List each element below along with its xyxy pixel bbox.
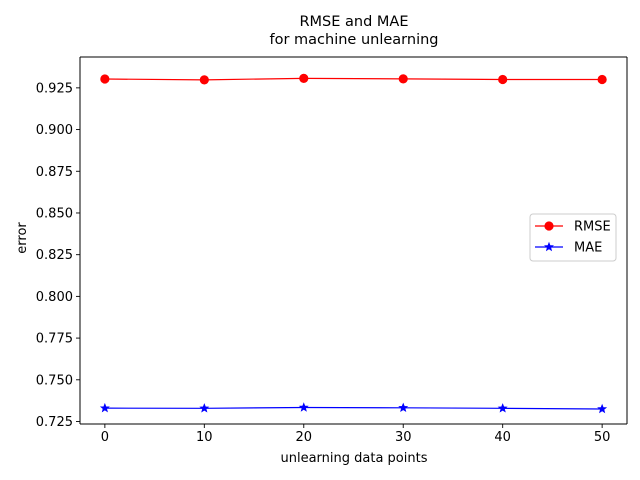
data-point-rmse [100,74,110,84]
series-rmse [100,73,607,85]
plot-area: 0 10 20 30 40 50 0.725 0.750 0.775 0.800 0.825 0.85… [36,56,628,445]
data-point-rmse [199,75,209,85]
legend: RMSE MAE [529,213,617,262]
x-axis-label: unlearning data points [281,451,428,466]
data-point-mae [597,403,608,414]
y-tick-label: 0.850 [36,206,73,221]
data-point-mae [497,403,508,413]
y-tick-label: 0.725 [36,415,73,430]
legend-label-mae: MAE [574,241,602,256]
series-mae [99,402,608,414]
data-point-mae [199,403,210,413]
chart-title: RMSE and MAE [299,14,408,30]
y-tick-label: 0.925 [36,81,73,96]
legend-label-rmse: RMSE [574,220,611,235]
y-axis-label: error [15,222,30,254]
data-point-rmse [299,73,309,83]
x-tick-label: 10 [196,430,213,445]
y-tick-label: 0.800 [36,290,73,305]
data-point-mae [99,402,110,413]
x-tick-label: 30 [395,430,412,445]
series-line-mae [104,406,603,410]
legend-marker-rmse [544,221,554,231]
y-tick-label: 0.775 [36,332,73,347]
x-tick-label: 50 [594,430,611,445]
chart-subtitle: for machine unlearning [269,32,438,48]
y-tick-label: 0.900 [36,123,73,138]
legend-item-mae: MAE [535,241,602,256]
y-tick-label: 0.750 [36,373,73,388]
data-point-rmse [498,74,508,85]
x-tick-label: 40 [494,430,511,445]
legend-marker-mae [544,241,554,252]
series-line-rmse [104,77,603,81]
y-tick-label: 0.875 [36,165,73,180]
data-point-mae [398,402,409,413]
legend-item-rmse: RMSE [535,220,611,235]
x-tick-label: 0 [101,430,109,445]
y-tick-label: 0.825 [36,248,73,263]
x-tick-label: 20 [295,430,312,445]
data-point-rmse [398,74,408,84]
data-point-rmse [597,74,607,85]
data-point-mae [298,402,309,412]
